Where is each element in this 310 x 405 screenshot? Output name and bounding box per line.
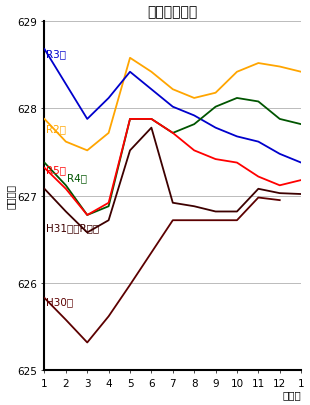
Title: 月別人口推移: 月別人口推移 (148, 6, 198, 19)
Text: R2年: R2年 (46, 124, 65, 134)
Y-axis label: （万人）: （万人） (6, 184, 16, 209)
Text: R3年: R3年 (46, 49, 65, 59)
Text: R4年: R4年 (67, 173, 87, 183)
Text: H31年・R元年: H31年・R元年 (46, 223, 99, 233)
Text: H30年: H30年 (46, 297, 73, 307)
X-axis label: （月）: （月） (282, 390, 301, 399)
Text: R5年: R5年 (46, 164, 65, 175)
